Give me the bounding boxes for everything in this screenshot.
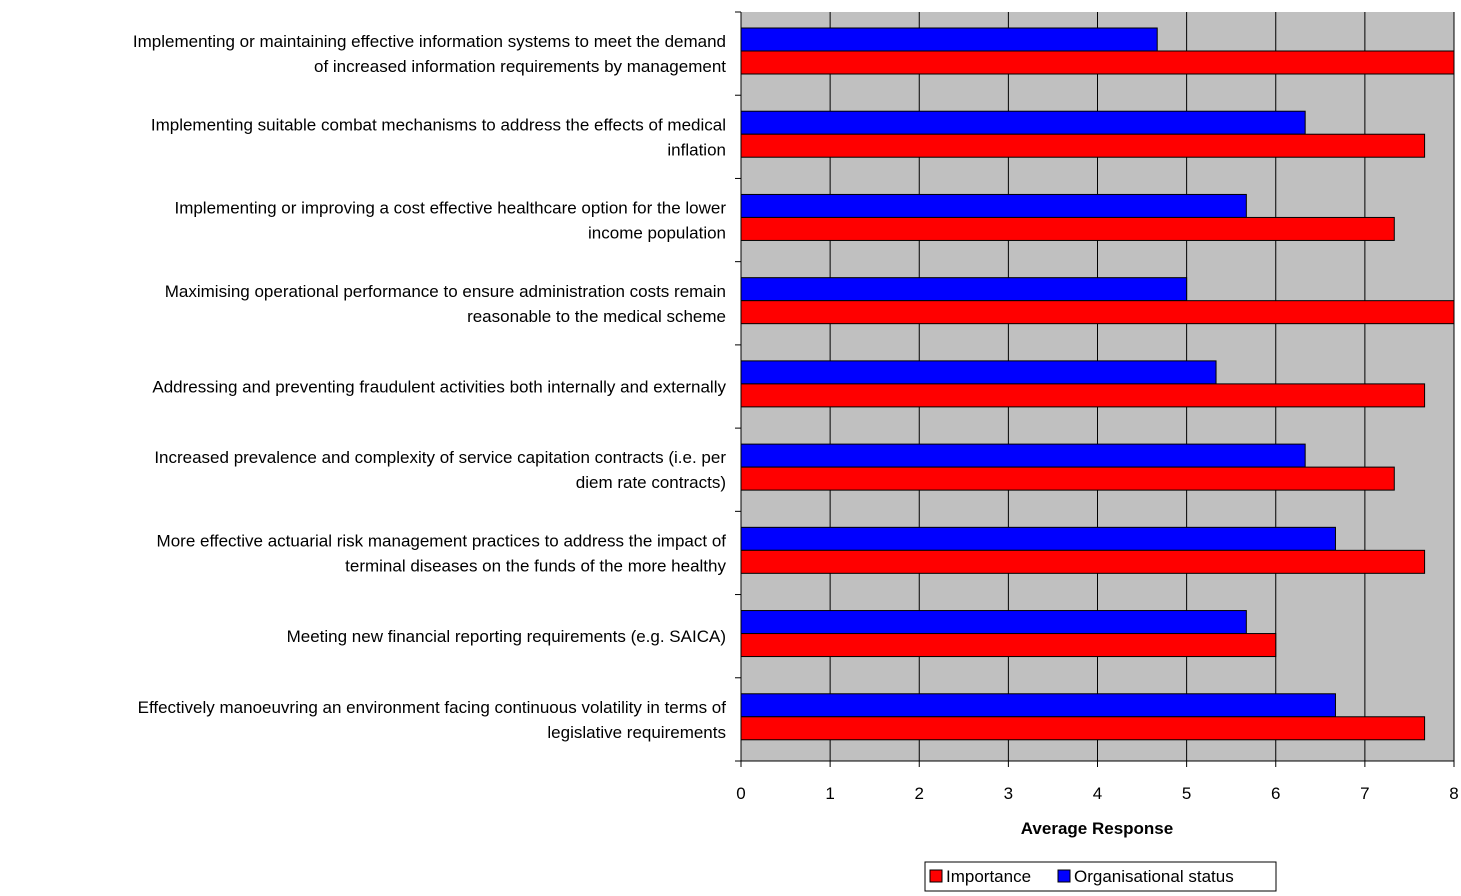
bar-importance-4 (740, 300, 1455, 325)
bar-organisational-status-7 (740, 526, 1336, 551)
category-label-line: Maximising operational performance to en… (165, 282, 726, 301)
bar-importance-8 (740, 633, 1277, 658)
category-label-line: Implementing or improving a cost effecti… (174, 199, 726, 218)
bar-organisational-status-8 (740, 610, 1247, 635)
bar-importance-1 (740, 50, 1455, 75)
legend-label-organisational-status: Organisational status (1074, 867, 1234, 886)
axes (735, 11, 1455, 767)
bar-importance-7 (740, 549, 1426, 574)
bar-organisational-status-1 (740, 27, 1158, 52)
category-label-line: Implementing or maintaining effective in… (133, 32, 726, 51)
x-tick-label-0: 0 (736, 784, 745, 803)
category-label-line: Implementing suitable combat mechanisms … (151, 115, 726, 134)
x-tick-label-2: 2 (915, 784, 924, 803)
category-label-line: Increased prevalence and complexity of s… (154, 448, 726, 467)
category-label-line: income population (588, 224, 726, 243)
category-label-8: Meeting new financial reporting requirem… (287, 627, 726, 646)
bar-organisational-status-3 (740, 193, 1247, 218)
category-label-7: More effective actuarial risk management… (157, 531, 727, 575)
category-label-9: Effectively manoeuvring an environment f… (138, 698, 727, 742)
x-tick-label-1: 1 (825, 784, 834, 803)
category-label-line: More effective actuarial risk management… (157, 531, 727, 550)
category-label-line: diem rate contracts) (576, 473, 726, 492)
category-label-line: legislative requirements (547, 723, 726, 742)
x-tick-label-5: 5 (1182, 784, 1191, 803)
category-label-1: Implementing or maintaining effective in… (133, 32, 726, 76)
category-label-line: reasonable to the medical scheme (467, 307, 726, 326)
bar-organisational-status-2 (740, 110, 1306, 135)
bar-importance-5 (740, 383, 1426, 408)
x-tick-label-6: 6 (1271, 784, 1280, 803)
category-label-3: Implementing or improving a cost effecti… (174, 199, 726, 243)
category-label-5: Addressing and preventing fraudulent act… (152, 378, 726, 397)
category-label-line: terminal diseases on the funds of the mo… (345, 556, 726, 575)
bar-organisational-status-6 (740, 443, 1306, 468)
category-label-line: Effectively manoeuvring an environment f… (138, 698, 727, 717)
legend-swatch-organisational-status (1057, 869, 1071, 883)
bar-organisational-status-9 (740, 693, 1336, 718)
category-label-line: Meeting new financial reporting requirem… (287, 627, 726, 646)
x-axis-title: Average Response (1021, 819, 1173, 838)
category-label-line: Addressing and preventing fraudulent act… (152, 378, 726, 397)
legend-swatch-importance (929, 869, 943, 883)
x-tick-label-8: 8 (1449, 784, 1458, 803)
legend-box (924, 861, 1277, 892)
bar-importance-6 (740, 466, 1395, 491)
legend-label-importance: Importance (946, 867, 1031, 886)
bar-organisational-status-5 (740, 360, 1217, 385)
category-label-line: of increased information requirements by… (314, 57, 726, 76)
x-tick-labels: 0 1 2 3 4 5 6 7 8 (736, 784, 1458, 803)
category-label-6: Increased prevalence and complexity of s… (154, 448, 726, 492)
category-label-2: Implementing suitable combat mechanisms … (151, 115, 726, 159)
bar-organisational-status-4 (740, 277, 1188, 302)
category-labels: Implementing or maintaining effective in… (133, 32, 727, 742)
bar-importance-9 (740, 716, 1426, 741)
bar-importance-3 (740, 216, 1395, 241)
x-tick-label-7: 7 (1360, 784, 1369, 803)
legend: Importance Organisational status (924, 861, 1277, 892)
x-tick-label-4: 4 (1093, 784, 1102, 803)
category-label-4: Maximising operational performance to en… (165, 282, 726, 326)
bar-importance-2 (740, 133, 1426, 158)
x-tick-label-3: 3 (1004, 784, 1013, 803)
category-label-line: inflation (667, 140, 726, 159)
